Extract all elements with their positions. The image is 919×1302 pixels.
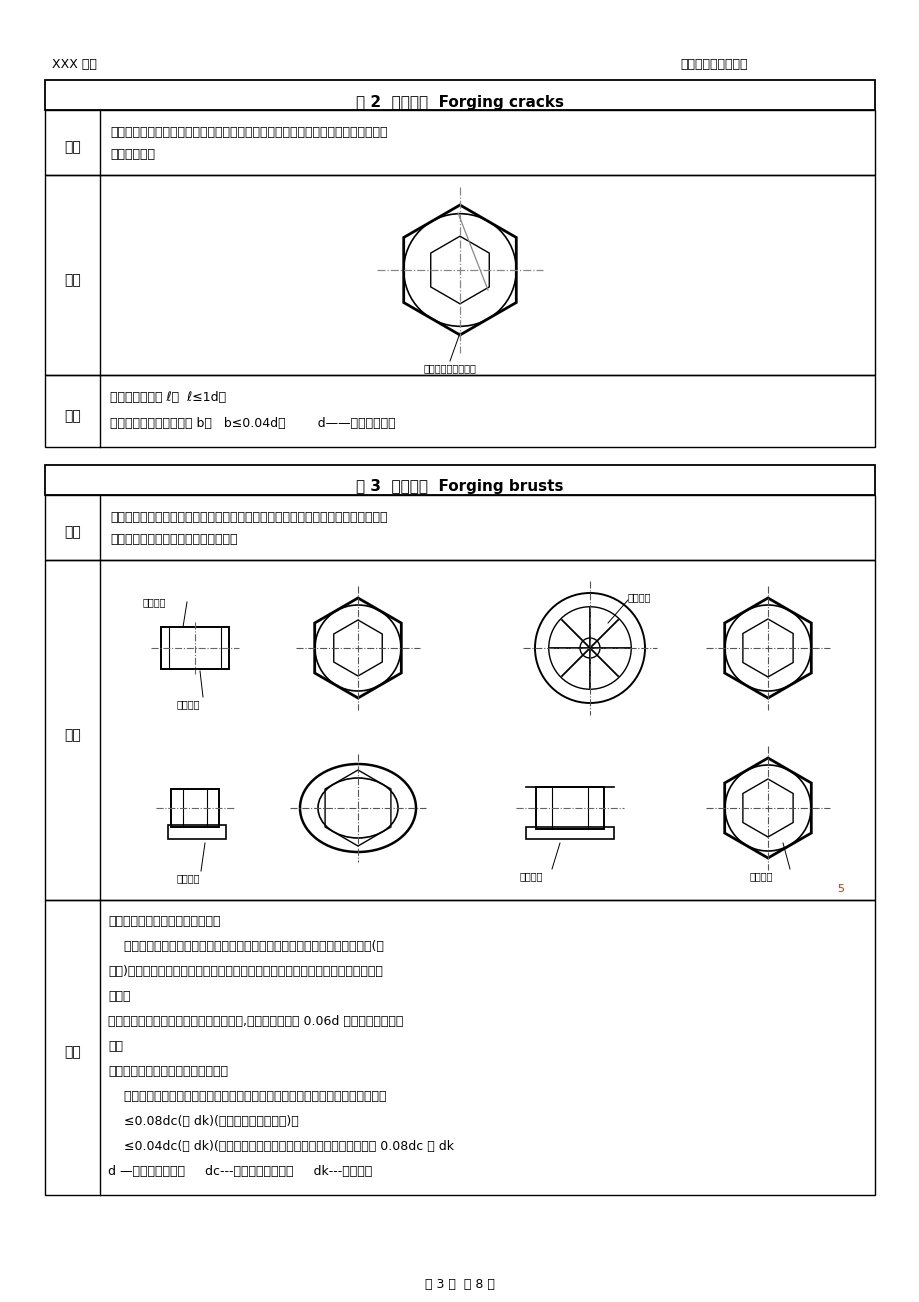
- Bar: [168, 825, 226, 838]
- Bar: [45, 465, 874, 495]
- Text: 表 2  锻造裂缝  Forging cracks: 表 2 锻造裂缝 Forging cracks: [356, 95, 563, 109]
- Text: 外观: 外观: [64, 273, 81, 286]
- Bar: [526, 827, 613, 838]
- Text: 锻造爆裂: 锻造爆裂: [628, 592, 651, 602]
- Text: 六角头及六角法兰面螺栓和螺钉：: 六角头及六角法兰面螺栓和螺钉：: [108, 915, 221, 928]
- Text: ≤0.08dc(或 dk)(只有一个锻造爆裂时)；: ≤0.08dc(或 dk)(只有一个锻造爆裂时)；: [108, 1115, 299, 1128]
- Bar: [45, 495, 874, 560]
- Text: 螺栓和螺钉及六角法兰面和圆头圆周上的锻造爆裂的宽度，不应超过下列极限：: 螺栓和螺钉及六角法兰面和圆头圆周上的锻造爆裂的宽度，不应超过下列极限：: [108, 1090, 386, 1103]
- Text: 锻造爆裂: 锻造爆裂: [749, 871, 773, 881]
- Text: 在锻造过程中可能产生锻造爆裂，例如在螺栓和螺钉六角头的对角上，或在法兰面或: 在锻造过程中可能产生锻造爆裂，例如在螺栓和螺钉六角头的对角上，或在法兰面或: [110, 510, 387, 523]
- Text: 锻造裂缝的长度 ℓ：  ℓ≤1d；: 锻造裂缝的长度 ℓ： ℓ≤1d；: [110, 391, 226, 404]
- Text: 极限: 极限: [64, 1046, 81, 1060]
- Bar: [45, 109, 874, 174]
- Bar: [171, 789, 219, 827]
- Text: 极限: 极限: [64, 409, 81, 423]
- Text: 圆周上，或在凹穴头部隆起部分出现。: 圆周上，或在凹穴头部隆起部分出现。: [110, 533, 237, 546]
- Text: 部隆起部分。: 部隆起部分。: [110, 148, 154, 161]
- Bar: [45, 560, 874, 900]
- Text: 尺寸。: 尺寸。: [108, 990, 130, 1003]
- Text: 锻造爆裂: 锻造爆裂: [176, 699, 200, 710]
- Text: 锻造裂缝的深度或者宽度 b：   b≤0.04d；        d——螺纹公称直径: 锻造裂缝的深度或者宽度 b： b≤0.04d； d——螺纹公称直径: [110, 417, 395, 430]
- Text: 螺栓和螺钉凹穴头部隆起部分的锻造爆裂,其宽度不应超过 0.06d 或深度低于凹穴部: 螺栓和螺钉凹穴头部隆起部分的锻造爆裂,其宽度不应超过 0.06d 或深度低于凹穴…: [108, 1016, 403, 1029]
- Text: 5: 5: [836, 884, 843, 894]
- Text: 第 3 页  共 8 页: 第 3 页 共 8 页: [425, 1279, 494, 1292]
- Text: 头部顶面的锻造裂缝: 头部顶面的锻造裂缝: [423, 363, 476, 372]
- Text: 锻造爆裂: 锻造爆裂: [142, 598, 166, 607]
- Bar: [45, 900, 874, 1195]
- Bar: [45, 79, 874, 109]
- Text: 锻造爆裂: 锻造爆裂: [519, 871, 543, 881]
- Text: 六角法兰面螺栓和螺钉的法兰面上的锻造爆裂，不应延伸到头部顶面的顶圆(倒: 六角法兰面螺栓和螺钉的法兰面上的锻造爆裂，不应延伸到头部顶面的顶圆(倒: [108, 940, 383, 953]
- Bar: [45, 174, 874, 375]
- Text: 角圆)或头下支承面内。对角上的锻造爆裂，不应使对角宽度减小到低于规定的最小: 角圆)或头下支承面内。对角上的锻造爆裂，不应使对角宽度减小到低于规定的最小: [108, 965, 382, 978]
- Text: XXX 公司: XXX 公司: [52, 59, 96, 72]
- Bar: [45, 375, 874, 447]
- Text: 紧固件表面缺陷检测: 紧固件表面缺陷检测: [679, 59, 746, 72]
- Text: d —螺纹公称直径；     dc---头部或法兰直径；     dk---头部直径: d —螺纹公称直径； dc---头部或法兰直径； dk---头部直径: [108, 1165, 372, 1178]
- Text: 锻造裂缝可能在切料或锻造工序中产生，并位于螺栓和螺钉的头部顶面，以及凹穴头: 锻造裂缝可能在切料或锻造工序中产生，并位于螺栓和螺钉的头部顶面，以及凹穴头: [110, 126, 387, 139]
- Text: ≤0.04dc(或 dk)(有两个或更多的锻造爆裂时，其中有一个允许到 0.08dc 或 dk: ≤0.04dc(或 dk)(有两个或更多的锻造爆裂时，其中有一个允许到 0.08…: [108, 1141, 453, 1154]
- Text: 原因: 原因: [64, 526, 81, 539]
- Text: 锻造爆裂: 锻造爆裂: [176, 874, 200, 883]
- Text: 外观: 外观: [64, 728, 81, 742]
- Text: 原因: 原因: [64, 141, 81, 155]
- Text: 表 3  锻造爆裂  Forging brusts: 表 3 锻造爆裂 Forging brusts: [356, 479, 563, 495]
- Text: 分。: 分。: [108, 1040, 123, 1053]
- Bar: [161, 628, 229, 669]
- Bar: [536, 786, 604, 829]
- Text: 圆头螺栓和螺钉及六角法兰面螺栓：: 圆头螺栓和螺钉及六角法兰面螺栓：: [108, 1065, 228, 1078]
